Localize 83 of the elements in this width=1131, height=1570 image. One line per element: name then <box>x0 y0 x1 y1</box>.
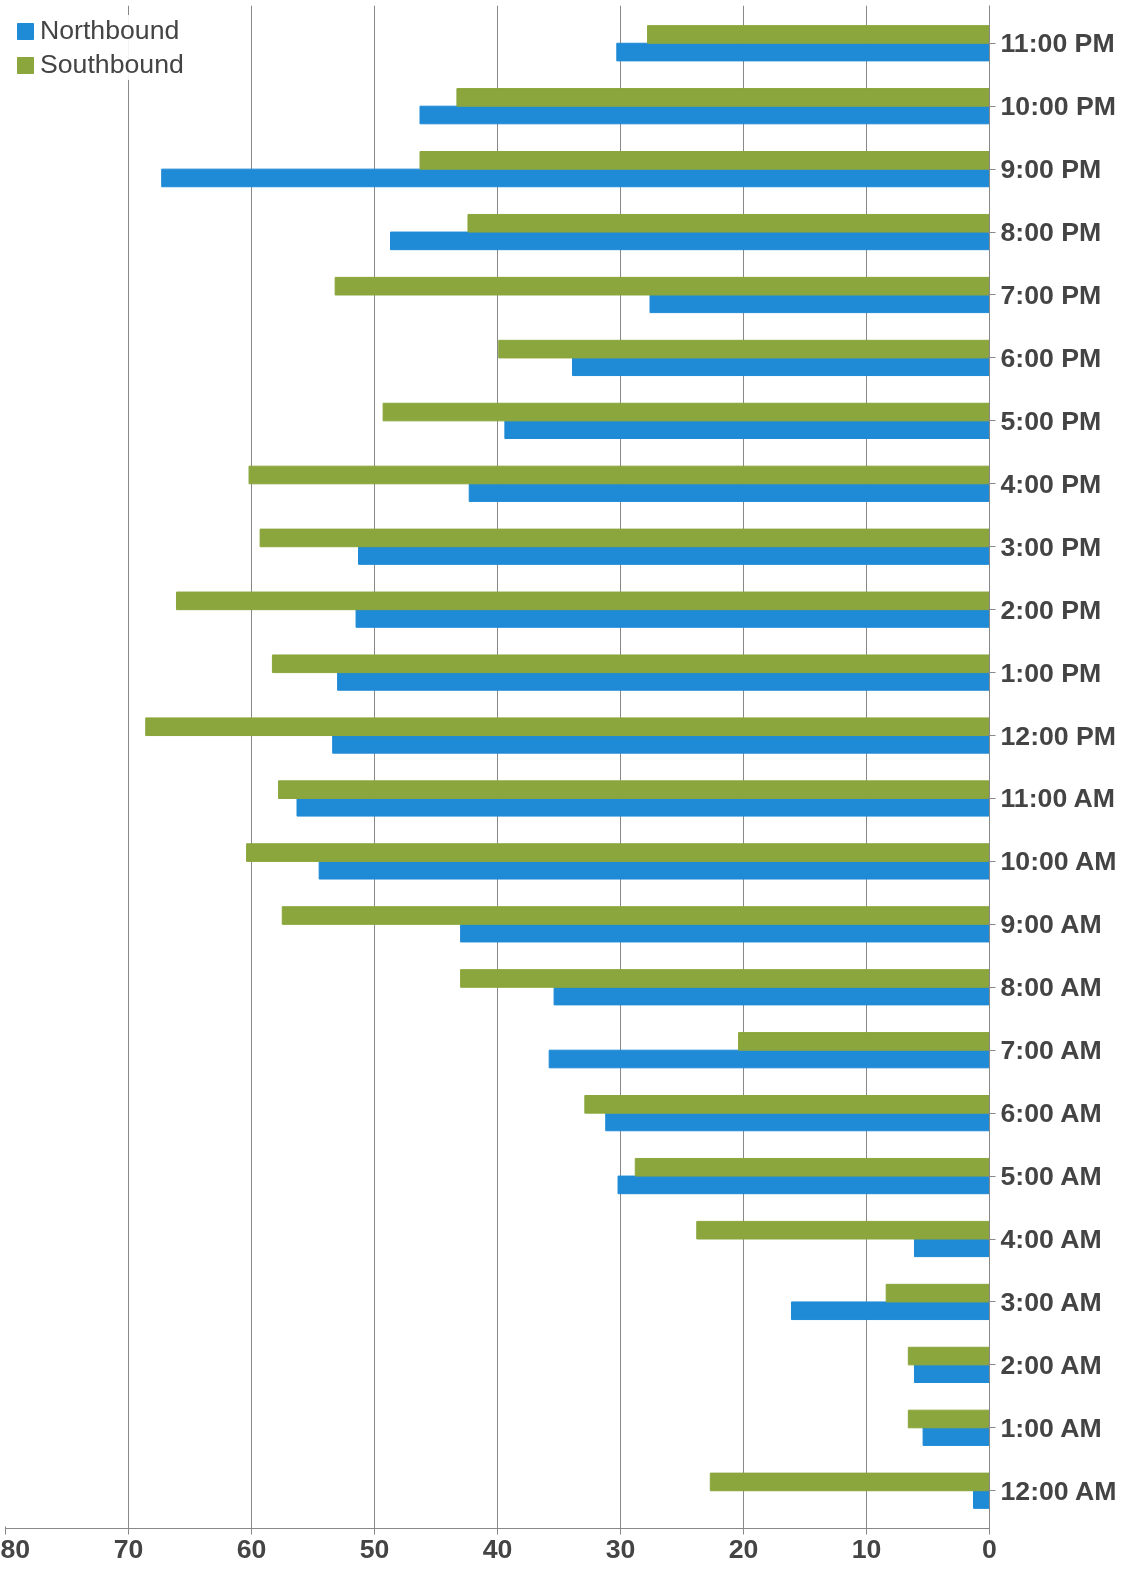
x-tick-label: 50 <box>359 1533 390 1564</box>
bar <box>504 420 990 439</box>
bar <box>456 88 990 107</box>
x-tick-label: 80 <box>0 1533 31 1564</box>
bar <box>584 1095 990 1114</box>
y-tick-label: 5:00 PM <box>1000 405 1102 436</box>
y-tick-label: 3:00 AM <box>1000 1286 1102 1317</box>
bar <box>248 465 990 485</box>
bar <box>419 105 990 125</box>
y-tick-label: 7:00 AM <box>1000 1035 1102 1066</box>
y-tick-label: 6:00 AM <box>1000 1098 1102 1129</box>
y-tick-label: 7:00 PM <box>1000 280 1102 310</box>
x-tick-label: 0 <box>982 1533 997 1564</box>
bar <box>907 1409 990 1429</box>
y-tick-label: 12:00 PM <box>1000 720 1117 751</box>
bar <box>647 25 990 44</box>
y-tick-label: 11:00 AM <box>1000 783 1116 814</box>
bar <box>572 357 990 377</box>
bar <box>460 969 990 988</box>
y-tick-label: 4:00 AM <box>1000 1224 1102 1254</box>
bar <box>709 1472 990 1492</box>
bar <box>616 42 990 62</box>
x-tick-label: 70 <box>113 1533 144 1564</box>
y-tick-label: 8:00 PM <box>1000 217 1102 248</box>
x-tick-label: 60 <box>236 1533 267 1564</box>
y-tick-label: 2:00 AM <box>1000 1349 1102 1380</box>
bar <box>389 231 990 251</box>
x-tick-label: 20 <box>728 1533 759 1564</box>
bar <box>175 591 990 611</box>
bar <box>498 339 990 359</box>
bar <box>649 294 990 314</box>
bar <box>382 402 990 422</box>
bar <box>460 923 990 943</box>
x-tick-label: 30 <box>605 1533 636 1564</box>
bar <box>605 1112 990 1132</box>
bar <box>296 797 990 817</box>
bar <box>337 672 990 691</box>
y-tick-label: 11:00 PM <box>1000 28 1115 59</box>
bar <box>696 1220 990 1240</box>
y-tick-label: 8:00 AM <box>1000 972 1102 1003</box>
bar <box>271 654 990 674</box>
bar <box>419 151 990 170</box>
bar <box>553 986 990 1006</box>
bar <box>145 717 990 737</box>
bar <box>907 1346 990 1366</box>
y-tick-label: 3:00 PM <box>1000 531 1102 562</box>
bar <box>468 483 990 502</box>
bar <box>913 1238 990 1258</box>
y-tick-label: 10:00 AM <box>1000 846 1117 877</box>
bar <box>259 528 990 548</box>
bar <box>355 609 990 628</box>
y-tick-label: 6:00 PM <box>1000 342 1102 373</box>
bar <box>318 860 990 880</box>
bar <box>738 1032 990 1051</box>
y-tick-label: 1:00 PM <box>1000 657 1102 688</box>
bar <box>278 780 990 799</box>
bar <box>973 1490 990 1509</box>
y-tick-label: 5:00 AM <box>1000 1161 1102 1192</box>
legend-label: Northbound <box>40 15 180 46</box>
bar <box>246 843 990 862</box>
bar <box>790 1301 990 1321</box>
y-tick-label: 9:00 PM <box>1000 154 1102 185</box>
bar <box>922 1427 990 1446</box>
bar <box>885 1283 990 1303</box>
bar <box>617 1175 990 1195</box>
x-tick-label: 40 <box>482 1533 513 1564</box>
x-tick-label: 10 <box>851 1533 882 1564</box>
bar <box>281 906 990 925</box>
y-tick-label: 9:00 AM <box>1000 909 1102 940</box>
y-tick-label: 2:00 PM <box>1000 594 1102 625</box>
bar <box>358 546 990 565</box>
bar <box>332 735 990 754</box>
bar <box>634 1157 990 1177</box>
bar <box>548 1049 990 1069</box>
y-tick-label: 4:00 PM <box>1000 468 1102 499</box>
legend-label: Southbound <box>40 49 184 80</box>
bar <box>161 168 990 188</box>
bar <box>913 1364 990 1383</box>
bar <box>334 276 990 296</box>
y-tick-label: 1:00 AM <box>1000 1412 1102 1443</box>
y-tick-label: 10:00 PM <box>1000 91 1117 122</box>
bar <box>467 213 990 233</box>
y-tick-label: 12:00 AM <box>1000 1475 1117 1506</box>
